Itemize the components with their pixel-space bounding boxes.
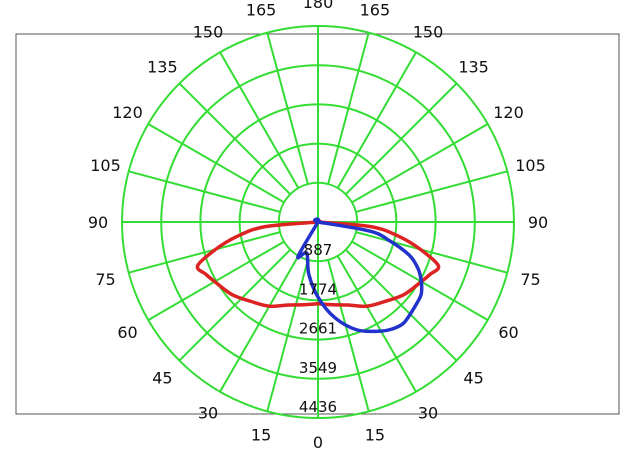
radial-label: 3549: [299, 359, 337, 377]
angle-label-left: 90: [88, 213, 108, 232]
grid-spoke: [128, 170, 281, 213]
angle-label-top: 180: [303, 0, 334, 12]
angle-label-left: 30: [198, 404, 218, 423]
grid-spoke: [128, 231, 281, 274]
angle-label-left: 60: [117, 323, 137, 342]
angle-label-bottom: 0: [313, 433, 323, 452]
grid-spoke: [147, 123, 285, 204]
grid-spoke: [178, 248, 292, 362]
angle-label-left: 75: [95, 270, 115, 289]
radial-label: 887: [304, 241, 333, 259]
angle-label-left: 135: [147, 57, 178, 76]
grid-spoke: [327, 259, 370, 412]
grid-spoke: [355, 170, 508, 213]
angle-label-right: 60: [498, 323, 518, 342]
angle-label-right: 135: [458, 57, 489, 76]
angle-label-left: 120: [112, 103, 143, 122]
grid-spoke: [266, 259, 309, 412]
angle-label-right: 15: [365, 426, 385, 445]
radial-label: 1774: [299, 280, 337, 298]
grid-spoke: [344, 82, 458, 196]
angle-label-right: 90: [528, 213, 548, 232]
grid-spoke: [355, 231, 508, 274]
grid-spoke: [351, 123, 489, 204]
angle-label-right: 150: [413, 23, 444, 42]
grid-spoke: [219, 255, 300, 393]
radial-label: 4436: [299, 398, 337, 416]
angle-label-right: 30: [418, 404, 438, 423]
angle-label-left: 150: [193, 23, 224, 42]
series-line-blue: [296, 217, 424, 334]
angle-label-right: 45: [463, 369, 483, 388]
grid-spoke: [219, 51, 300, 189]
axis-labels: 15 30 45 60 75 90 105 120 135 150 165 15 30 45 60 75 90 1…: [88, 0, 548, 452]
grid-spoke: [327, 32, 370, 185]
grid-spoke: [344, 248, 458, 362]
angle-label-right: 105: [515, 156, 546, 175]
angle-label-left: 165: [246, 1, 277, 20]
grid-spoke: [336, 255, 417, 393]
grid-spoke: [266, 32, 309, 185]
radial-label: 2661: [299, 320, 337, 338]
angle-label-right: 120: [493, 103, 524, 122]
angle-label-left: 45: [152, 369, 172, 388]
grid-spoke: [178, 82, 292, 196]
angle-label-right: 165: [360, 1, 391, 20]
series-group: [195, 217, 441, 334]
angle-label-left: 105: [90, 156, 121, 175]
angle-label-right: 75: [520, 270, 540, 289]
angle-label-left: 15: [251, 426, 271, 445]
grid-spoke: [336, 51, 417, 189]
